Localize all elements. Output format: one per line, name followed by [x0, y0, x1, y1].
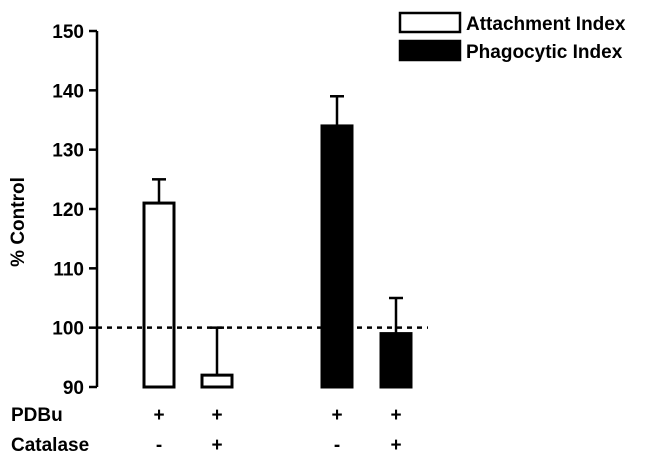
legend: Attachment Index Phagocytic Index: [398, 11, 626, 63]
y-tick-label: 120: [52, 200, 84, 221]
legend-label: Attachment Index: [466, 14, 626, 35]
condition-value: -: [156, 435, 162, 456]
y-axis: 90 100 110 120 130 140 150: [52, 22, 99, 399]
legend-swatch: [398, 11, 462, 34]
bar: [200, 373, 234, 389]
bar: [379, 332, 413, 389]
condition-value: +: [390, 435, 401, 456]
condition-value: +: [390, 405, 401, 426]
condition-value: +: [331, 405, 342, 426]
bar: [142, 201, 176, 389]
condition-value: +: [211, 405, 222, 426]
legend-swatch: [398, 39, 462, 62]
condition-value: -: [334, 435, 340, 456]
y-tick-label: 140: [52, 81, 84, 102]
y-tick-label: 90: [63, 378, 84, 399]
condition-label: Catalase: [11, 435, 89, 456]
condition-label: PDBu: [11, 405, 63, 426]
bars: [142, 95, 413, 389]
y-tick-label: 150: [52, 22, 84, 43]
condition-value: +: [211, 435, 222, 456]
condition-table: PDBu + + + + Catalase - + - +: [11, 405, 402, 456]
y-axis-title: % Control: [8, 177, 29, 267]
legend-label: Phagocytic Index: [466, 42, 623, 63]
y-tick-label: 110: [53, 259, 84, 280]
y-tick-label: 130: [52, 141, 84, 162]
condition-value: +: [153, 405, 164, 426]
y-tick-label: 100: [52, 319, 84, 340]
bar: [320, 124, 354, 389]
